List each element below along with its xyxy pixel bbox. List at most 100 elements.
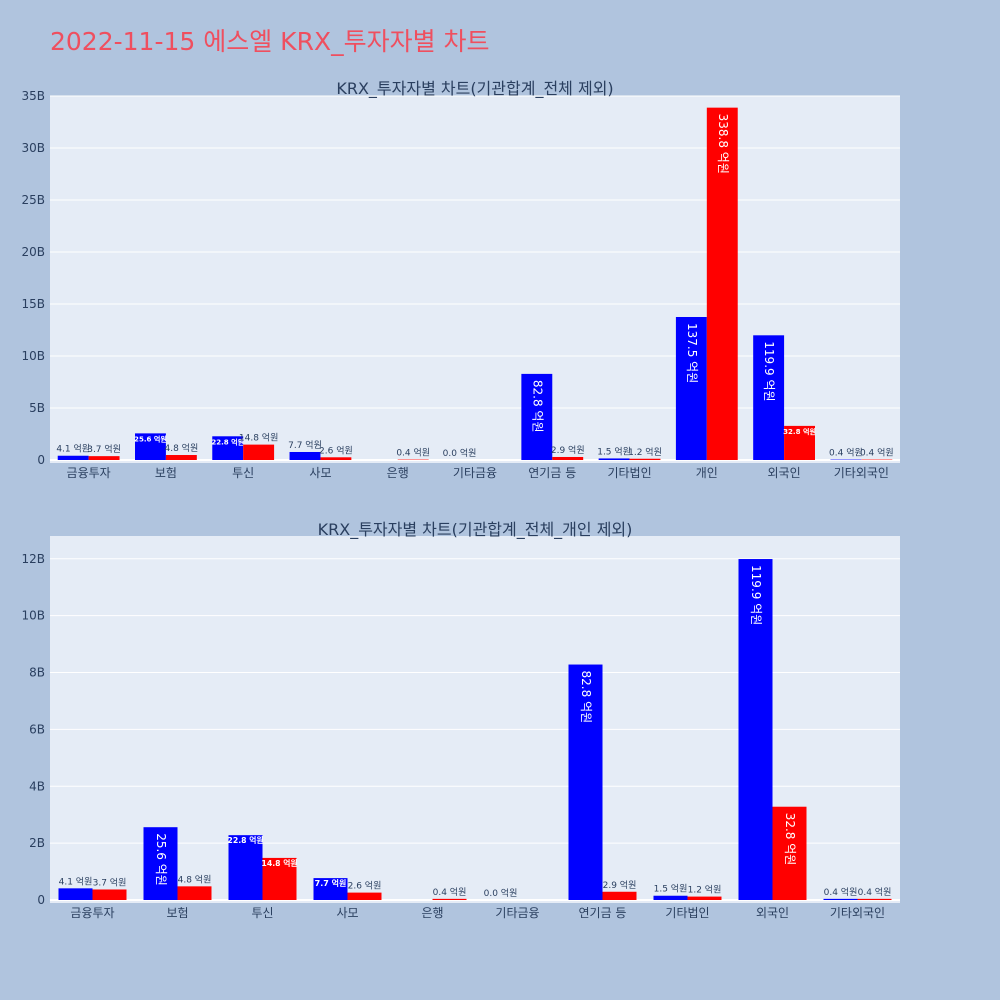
- data-label: 0.4 억원: [824, 886, 858, 898]
- x-tick-label: 외국인: [768, 466, 801, 480]
- bar: [772, 806, 807, 900]
- bar: [165, 455, 197, 460]
- x-tick-label: 기타법인: [665, 906, 709, 920]
- x-tick-label: 개인: [696, 466, 718, 480]
- bar: [753, 335, 785, 460]
- x-tick-label: 기타외국인: [834, 466, 889, 480]
- bar: [135, 433, 166, 460]
- bar: [313, 878, 348, 900]
- x-tick-label: 외국인: [756, 906, 789, 920]
- data-label: 7.7 억원: [288, 439, 322, 451]
- bar: [88, 456, 120, 460]
- bar: [228, 835, 263, 900]
- data-label: 4.8 억원: [178, 873, 212, 885]
- data-label: 25.6 억원: [154, 833, 168, 886]
- x-tick-label: 금융투자: [67, 466, 111, 480]
- chart-subtitle: KRX_투자자별 차트(기관합계_전체_개인 제외): [318, 520, 633, 540]
- x-tick-label: 기타외국인: [830, 906, 885, 920]
- bar: [784, 425, 815, 460]
- chart-subtitle: KRX_투자자별 차트(기관합계_전체 제외): [336, 79, 613, 99]
- bar: [92, 889, 127, 900]
- data-label: 4.8 억원: [164, 442, 198, 454]
- bar: [687, 896, 722, 900]
- x-tick-label: 기타법인: [607, 466, 651, 480]
- bar: [738, 559, 773, 900]
- data-label: 4.1 억원: [59, 875, 93, 887]
- data-label: 119.9 억원: [762, 341, 776, 401]
- bar: [521, 373, 553, 460]
- y-tick-label: 35B: [21, 89, 45, 103]
- data-label: 0.4 억원: [433, 886, 467, 898]
- x-tick-label: 연기금 등: [528, 466, 576, 480]
- data-label: 0.0 억원: [443, 447, 477, 459]
- bar: [568, 664, 603, 900]
- bar: [347, 892, 382, 900]
- y-tick-label: 0: [37, 453, 45, 467]
- x-tick-label: 금융투자: [70, 906, 114, 920]
- data-label: 14.8 억원: [261, 858, 297, 868]
- x-tick-label: 투신: [232, 466, 254, 480]
- data-label: 2.9 억원: [603, 879, 637, 891]
- y-tick-label: 8B: [29, 666, 45, 680]
- bar: [58, 888, 93, 900]
- page-title: 2022-11-15 에스엘 KRX_투자자별 차트: [50, 27, 490, 56]
- y-tick-label: 2B: [29, 836, 45, 850]
- data-label: 82.8 억원: [530, 380, 544, 433]
- data-label: 7.7 억원: [315, 878, 347, 888]
- top-bar-chart: 0 5B 10B 15B 20B 25B 30B 35B KRX_투자자별 차트(기관합계_전체…: [21, 79, 900, 480]
- data-label: 4.1 억원: [56, 443, 90, 455]
- data-label: 0.4 억원: [858, 886, 892, 898]
- x-tick-label: 보험: [166, 906, 188, 920]
- data-label: 22.8 억원: [211, 437, 244, 446]
- data-label: 137.5 억원: [685, 323, 699, 383]
- bar: [675, 317, 707, 460]
- bar: [552, 456, 584, 460]
- data-label: 1.2 억원: [688, 884, 722, 896]
- data-label: 3.7 억원: [93, 876, 127, 888]
- x-tick-label: 은행: [387, 465, 409, 480]
- data-label: 82.8 억원: [579, 671, 593, 724]
- data-label: 0.0 억원: [484, 887, 518, 899]
- y-tick-label: 30B: [21, 141, 45, 155]
- bar: [823, 898, 858, 900]
- data-label: 0.4 억원: [860, 447, 894, 459]
- bar: [857, 898, 892, 900]
- bar: [706, 107, 738, 460]
- y-tick-label: 25B: [21, 193, 45, 207]
- x-tick-label: 기타금융: [495, 906, 539, 920]
- x-tick-label: 은행: [421, 905, 443, 920]
- y-tick-label: 12B: [21, 552, 45, 566]
- bar: [602, 891, 637, 900]
- data-label: 2.9 억원: [551, 444, 585, 456]
- data-label: 25.6 억원: [134, 434, 167, 443]
- bar: [212, 436, 244, 460]
- data-label: 1.2 억원: [628, 446, 662, 458]
- data-label: 338.8 억원: [716, 114, 730, 174]
- data-label: 0.4 억원: [396, 447, 430, 459]
- data-label: 2.6 억원: [319, 444, 353, 456]
- x-tick-label: 투신: [251, 906, 273, 920]
- bar: [262, 857, 297, 900]
- data-label: 14.8 억원: [239, 432, 278, 444]
- bar: [598, 458, 630, 460]
- y-tick-label: 15B: [21, 297, 45, 311]
- bar: [432, 898, 467, 900]
- x-tick-label: 연기금 등: [579, 906, 627, 920]
- y-tick-label: 10B: [21, 349, 45, 363]
- x-tick-label: 보험: [155, 466, 177, 480]
- data-label: 119.9 억원: [749, 565, 763, 625]
- bar: [653, 895, 688, 900]
- bar: [289, 451, 321, 460]
- y-tick-label: 6B: [29, 722, 45, 736]
- data-label: 32.8 억원: [783, 813, 797, 866]
- data-label: 1.5 억원: [654, 883, 688, 895]
- bar: [143, 827, 178, 900]
- data-label: 0.4 억원: [829, 447, 863, 459]
- bar: [177, 886, 212, 900]
- bar: [629, 458, 661, 460]
- x-tick-label: 사모: [336, 906, 358, 920]
- y-tick-label: 5B: [29, 401, 45, 415]
- data-label: 2.6 억원: [348, 880, 382, 892]
- data-label: 22.8 억원: [227, 835, 263, 845]
